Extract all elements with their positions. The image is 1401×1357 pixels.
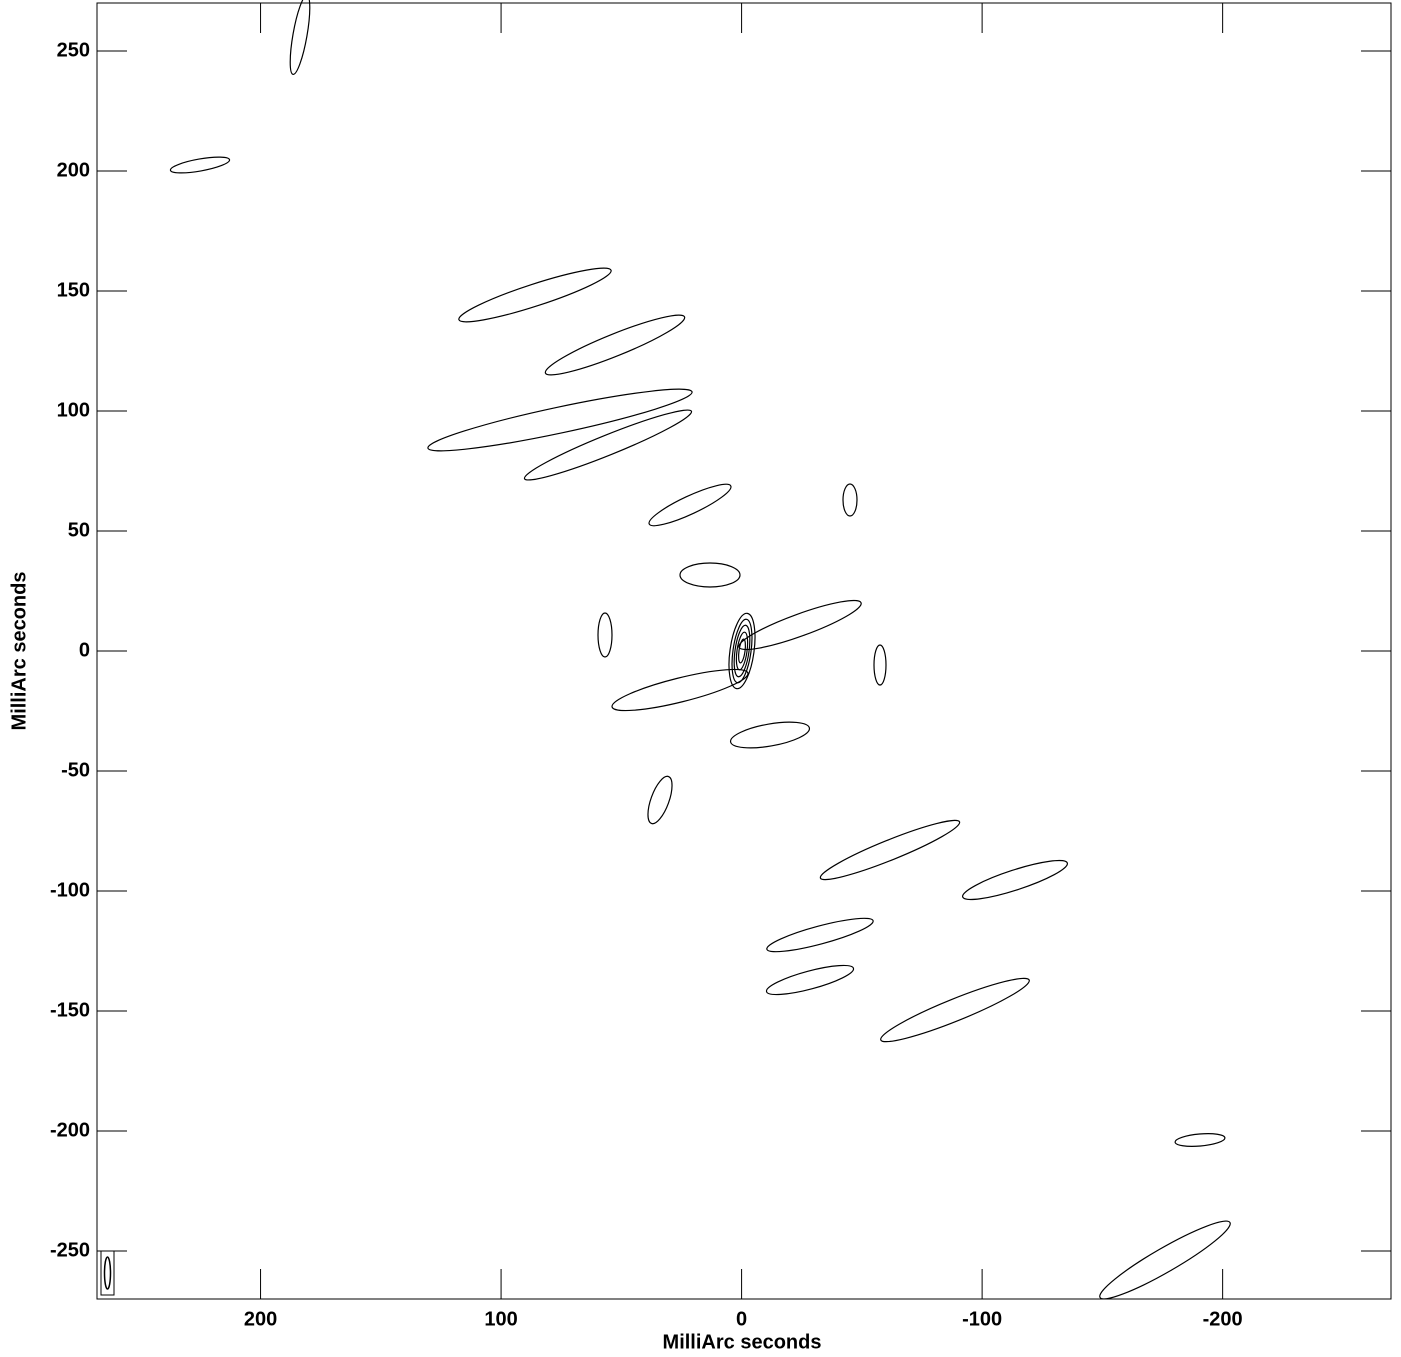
x-tick-label: -200 (1203, 1308, 1243, 1330)
x-tick-label: 0 (736, 1308, 747, 1330)
y-tick-label: 0 (79, 639, 90, 661)
y-tick-label: 100 (57, 399, 90, 421)
y-tick-label: 150 (57, 279, 90, 301)
x-tick-label: 200 (244, 1308, 277, 1330)
y-axis-label: MilliArc seconds (8, 572, 30, 731)
y-tick-label: 250 (57, 39, 90, 61)
x-tick-label: 100 (484, 1308, 517, 1330)
y-tick-label: -50 (61, 759, 90, 781)
y-tick-label: -100 (50, 879, 90, 901)
y-tick-label: -150 (50, 999, 90, 1021)
x-tick-label: -100 (962, 1308, 1002, 1330)
y-tick-label: 50 (68, 519, 90, 541)
y-tick-label: 200 (57, 159, 90, 181)
plot-frame (96, 2, 1392, 1300)
y-tick-label: -200 (50, 1119, 90, 1141)
beam (103, 1256, 112, 1290)
contours (169, 0, 1231, 1300)
x-axis-label: MilliArc seconds (663, 1331, 822, 1353)
y-tick-label: -250 (50, 1239, 90, 1261)
